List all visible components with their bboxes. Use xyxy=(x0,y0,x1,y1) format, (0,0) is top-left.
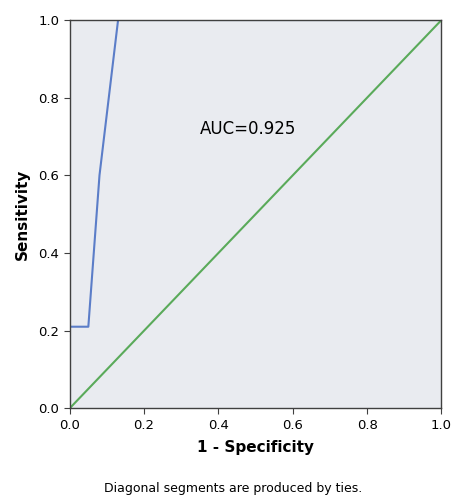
Text: AUC=0.925: AUC=0.925 xyxy=(200,120,296,138)
Text: Diagonal segments are produced by ties.: Diagonal segments are produced by ties. xyxy=(105,482,362,495)
X-axis label: 1 - Specificity: 1 - Specificity xyxy=(197,440,314,455)
Y-axis label: Sensitivity: Sensitivity xyxy=(15,168,30,260)
